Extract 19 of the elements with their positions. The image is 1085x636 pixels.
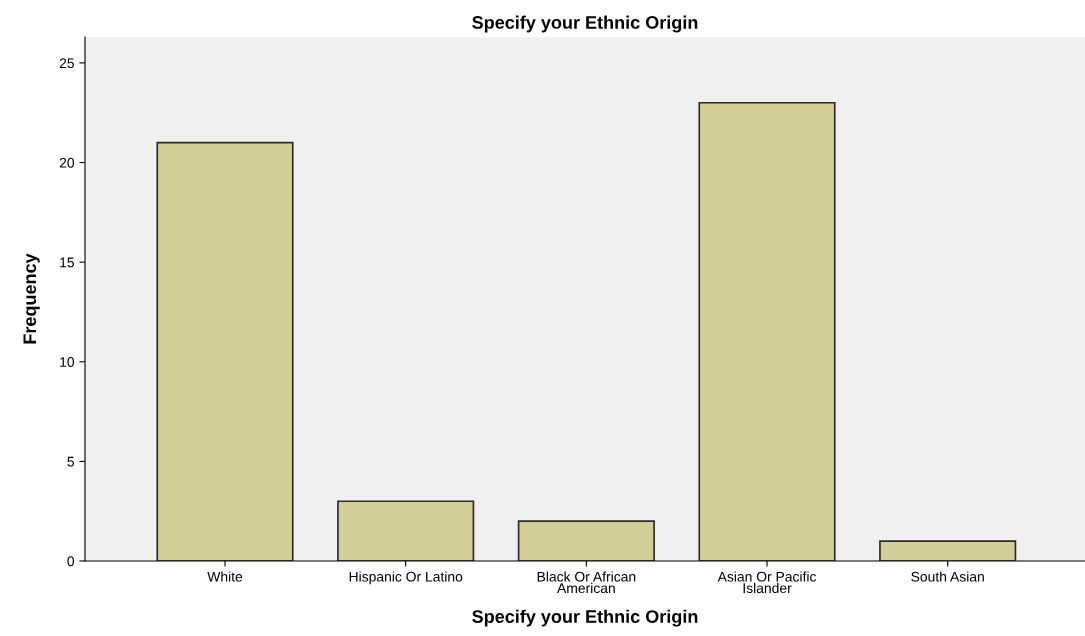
y-tick-label: 25 xyxy=(59,58,74,69)
y-tick-label: 15 xyxy=(60,257,74,268)
x-tick-label: Asian Or Pacific Islander xyxy=(717,571,817,594)
y-tick-label: 5 xyxy=(67,456,74,467)
x-tick-label: White xyxy=(207,571,243,582)
y-tick-label: 20 xyxy=(59,157,75,168)
y-tick-label: 0 xyxy=(67,556,75,567)
bar xyxy=(698,101,836,561)
x-tick-label: Black Or African American xyxy=(537,571,636,594)
x-tick-label: Hispanic Or Latino xyxy=(349,571,463,585)
chart-title: Specify your Ethnic Origin xyxy=(472,15,698,33)
y-axis-title: Frequency xyxy=(23,253,40,344)
y-tick-label: 10 xyxy=(60,357,75,367)
x-axis-title: Specify your Ethnic Origin xyxy=(472,609,698,627)
bar xyxy=(156,141,294,561)
bar xyxy=(517,520,655,561)
bar xyxy=(879,540,1017,561)
x-tick-label: South Asian xyxy=(911,571,984,582)
bar xyxy=(337,500,475,561)
